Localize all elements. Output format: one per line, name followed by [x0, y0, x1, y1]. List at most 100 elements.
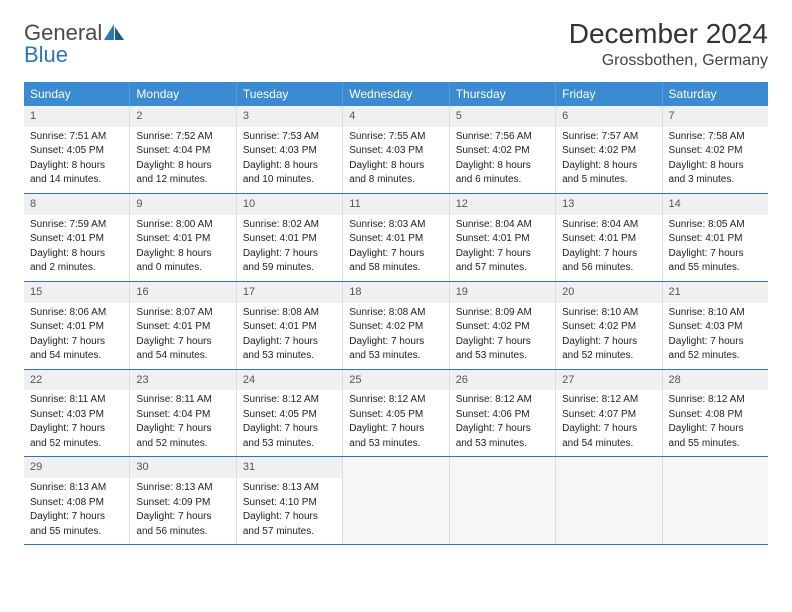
day-daylight1: Daylight: 7 hours: [243, 510, 336, 524]
day-daylight2: and 58 minutes.: [349, 261, 442, 275]
week-row: 29Sunrise: 8:13 AMSunset: 4:08 PMDayligh…: [24, 457, 768, 545]
day-sunset: Sunset: 4:09 PM: [136, 496, 229, 510]
day-number: 11: [343, 194, 448, 215]
day-daylight1: Daylight: 7 hours: [30, 422, 123, 436]
day-daylight1: Daylight: 8 hours: [243, 159, 336, 173]
day-cell: [450, 457, 556, 544]
day-cell: 2Sunrise: 7:52 AMSunset: 4:04 PMDaylight…: [130, 106, 236, 193]
day-daylight2: and 53 minutes.: [456, 349, 549, 363]
day-content: Sunrise: 8:11 AMSunset: 4:04 PMDaylight:…: [130, 390, 235, 456]
day-sunrise: Sunrise: 8:08 AM: [243, 306, 336, 320]
day-daylight2: and 54 minutes.: [30, 349, 123, 363]
day-daylight2: and 52 minutes.: [669, 349, 762, 363]
day-daylight2: and 2 minutes.: [30, 261, 123, 275]
day-daylight1: Daylight: 7 hours: [562, 335, 655, 349]
day-daylight2: and 10 minutes.: [243, 173, 336, 187]
day-content: Sunrise: 8:04 AMSunset: 4:01 PMDaylight:…: [556, 215, 661, 281]
day-daylight2: and 59 minutes.: [243, 261, 336, 275]
day-content: Sunrise: 8:13 AMSunset: 4:10 PMDaylight:…: [237, 478, 342, 544]
day-content: Sunrise: 8:10 AMSunset: 4:02 PMDaylight:…: [556, 303, 661, 369]
day-content: Sunrise: 8:08 AMSunset: 4:01 PMDaylight:…: [237, 303, 342, 369]
day-sunrise: Sunrise: 8:12 AM: [456, 393, 549, 407]
day-sunset: Sunset: 4:01 PM: [30, 320, 123, 334]
day-content: Sunrise: 7:53 AMSunset: 4:03 PMDaylight:…: [237, 127, 342, 193]
day-content: Sunrise: 8:12 AMSunset: 4:08 PMDaylight:…: [663, 390, 768, 456]
day-sunset: Sunset: 4:02 PM: [562, 320, 655, 334]
day-number: 25: [343, 370, 448, 391]
day-content: Sunrise: 7:51 AMSunset: 4:05 PMDaylight:…: [24, 127, 129, 193]
day-cell: 18Sunrise: 8:08 AMSunset: 4:02 PMDayligh…: [343, 282, 449, 369]
day-number: 14: [663, 194, 768, 215]
day-sunset: Sunset: 4:02 PM: [669, 144, 762, 158]
day-content: Sunrise: 8:07 AMSunset: 4:01 PMDaylight:…: [130, 303, 235, 369]
day-daylight1: Daylight: 7 hours: [243, 422, 336, 436]
day-content: Sunrise: 7:57 AMSunset: 4:02 PMDaylight:…: [556, 127, 661, 193]
day-number: 16: [130, 282, 235, 303]
day-sunrise: Sunrise: 8:12 AM: [349, 393, 442, 407]
day-sunset: Sunset: 4:01 PM: [30, 232, 123, 246]
day-sunset: Sunset: 4:01 PM: [456, 232, 549, 246]
day-sunrise: Sunrise: 7:59 AM: [30, 218, 123, 232]
day-sunrise: Sunrise: 7:58 AM: [669, 130, 762, 144]
day-cell: 19Sunrise: 8:09 AMSunset: 4:02 PMDayligh…: [450, 282, 556, 369]
day-cell: 31Sunrise: 8:13 AMSunset: 4:10 PMDayligh…: [237, 457, 343, 544]
day-content: Sunrise: 8:12 AMSunset: 4:06 PMDaylight:…: [450, 390, 555, 456]
day-daylight1: Daylight: 7 hours: [669, 422, 762, 436]
day-sunrise: Sunrise: 8:13 AM: [136, 481, 229, 495]
day-sunset: Sunset: 4:01 PM: [243, 320, 336, 334]
day-cell: 28Sunrise: 8:12 AMSunset: 4:08 PMDayligh…: [663, 370, 768, 457]
day-sunrise: Sunrise: 8:06 AM: [30, 306, 123, 320]
day-sunset: Sunset: 4:03 PM: [30, 408, 123, 422]
day-number: 17: [237, 282, 342, 303]
day-daylight1: Daylight: 7 hours: [349, 247, 442, 261]
day-content: Sunrise: 7:52 AMSunset: 4:04 PMDaylight:…: [130, 127, 235, 193]
day-cell: 26Sunrise: 8:12 AMSunset: 4:06 PMDayligh…: [450, 370, 556, 457]
day-daylight2: and 52 minutes.: [562, 349, 655, 363]
day-number: 23: [130, 370, 235, 391]
logo: General Blue: [24, 18, 124, 66]
day-cell: 24Sunrise: 8:12 AMSunset: 4:05 PMDayligh…: [237, 370, 343, 457]
day-daylight2: and 55 minutes.: [30, 525, 123, 539]
day-cell: 21Sunrise: 8:10 AMSunset: 4:03 PMDayligh…: [663, 282, 768, 369]
weeks-container: 1Sunrise: 7:51 AMSunset: 4:05 PMDaylight…: [24, 106, 768, 545]
day-daylight1: Daylight: 7 hours: [243, 335, 336, 349]
day-daylight1: Daylight: 7 hours: [243, 247, 336, 261]
day-daylight1: Daylight: 7 hours: [562, 422, 655, 436]
day-content: Sunrise: 7:55 AMSunset: 4:03 PMDaylight:…: [343, 127, 448, 193]
day-number: 2: [130, 106, 235, 127]
day-cell: 12Sunrise: 8:04 AMSunset: 4:01 PMDayligh…: [450, 194, 556, 281]
day-sunset: Sunset: 4:05 PM: [243, 408, 336, 422]
day-number: 20: [556, 282, 661, 303]
day-sunset: Sunset: 4:01 PM: [562, 232, 655, 246]
day-daylight1: Daylight: 7 hours: [456, 335, 549, 349]
day-daylight1: Daylight: 8 hours: [562, 159, 655, 173]
day-number: 26: [450, 370, 555, 391]
day-sunrise: Sunrise: 8:03 AM: [349, 218, 442, 232]
day-sunset: Sunset: 4:05 PM: [30, 144, 123, 158]
day-sunrise: Sunrise: 8:02 AM: [243, 218, 336, 232]
day-content: Sunrise: 8:08 AMSunset: 4:02 PMDaylight:…: [343, 303, 448, 369]
day-number: 29: [24, 457, 129, 478]
weekday-header: Thursday: [450, 82, 556, 106]
location-text: Grossbothen, Germany: [569, 52, 768, 70]
day-daylight2: and 52 minutes.: [136, 437, 229, 451]
day-sunrise: Sunrise: 8:10 AM: [669, 306, 762, 320]
day-sunset: Sunset: 4:05 PM: [349, 408, 442, 422]
day-sunset: Sunset: 4:07 PM: [562, 408, 655, 422]
day-number: 7: [663, 106, 768, 127]
day-number: 28: [663, 370, 768, 391]
day-content: Sunrise: 7:59 AMSunset: 4:01 PMDaylight:…: [24, 215, 129, 281]
day-sunset: Sunset: 4:02 PM: [456, 144, 549, 158]
day-daylight1: Daylight: 7 hours: [349, 422, 442, 436]
day-daylight2: and 53 minutes.: [243, 437, 336, 451]
day-number: 8: [24, 194, 129, 215]
day-daylight2: and 55 minutes.: [669, 437, 762, 451]
day-number: 24: [237, 370, 342, 391]
day-daylight2: and 3 minutes.: [669, 173, 762, 187]
day-number: 30: [130, 457, 235, 478]
day-sunrise: Sunrise: 7:56 AM: [456, 130, 549, 144]
day-sunset: Sunset: 4:01 PM: [136, 320, 229, 334]
day-cell: 7Sunrise: 7:58 AMSunset: 4:02 PMDaylight…: [663, 106, 768, 193]
day-number: 5: [450, 106, 555, 127]
week-row: 1Sunrise: 7:51 AMSunset: 4:05 PMDaylight…: [24, 106, 768, 194]
